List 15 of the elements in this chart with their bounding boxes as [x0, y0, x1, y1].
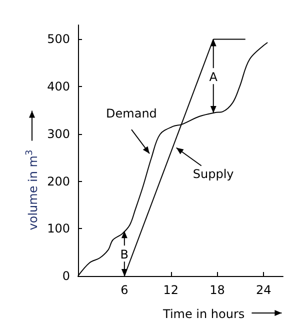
x-tick-label: 24: [256, 283, 272, 297]
x-tick-label: 18: [210, 283, 225, 297]
y-tick-label: 0: [62, 269, 70, 283]
y-tick-label: 300: [47, 126, 70, 141]
x-tick-label: 12: [163, 283, 178, 297]
y-tick-label: 500: [47, 32, 70, 46]
y-tick-label: 400: [47, 80, 70, 94]
annotation: B: [120, 248, 129, 262]
x-tick-label: 6: [120, 283, 128, 297]
series-label: Demand: [106, 106, 157, 121]
legend-label: Supply: [192, 166, 234, 181]
y-tick-label: 200: [47, 174, 70, 188]
annotation: A: [209, 70, 218, 84]
y-tick-label: 100: [47, 222, 70, 236]
x-axis-title: Time in hours: [162, 307, 245, 321]
